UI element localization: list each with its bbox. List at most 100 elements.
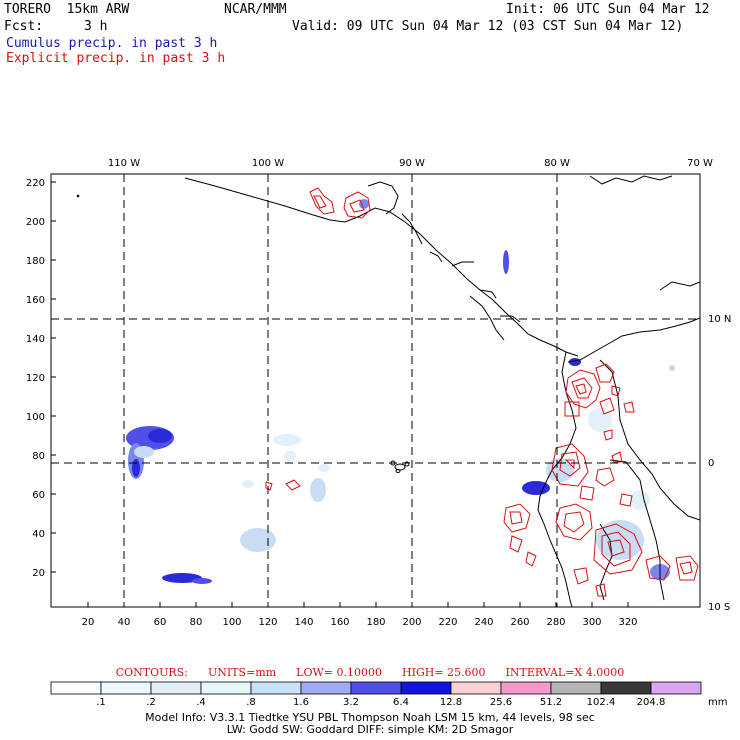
x-tick-label: 60 xyxy=(154,617,167,628)
y-tick-labels: 220 200 180 160 140 120 100 80 60 40 20 xyxy=(26,178,45,579)
colorbar-cell xyxy=(350,681,402,695)
init-time: Init: 06 UTC Sun 04 Mar 12 xyxy=(506,2,710,17)
lat-label-0: 0 xyxy=(708,458,714,469)
contour-info: CONTOURS: UNITS=mm LOW= 0.10000 HIGH= 25.60… xyxy=(0,666,740,679)
longitude-labels: 110 W 100 W 90 W 80 W 70 W xyxy=(108,158,713,169)
colorbar-label: .8 xyxy=(246,697,256,708)
colorbar-cell xyxy=(650,681,702,695)
fcst-label: Fcst: xyxy=(4,19,44,34)
cumulus-legend: Cumulus precip. in past 3 h xyxy=(6,36,218,51)
cumulus-cell xyxy=(522,481,550,495)
x-tick-label: 200 xyxy=(402,617,421,628)
cumulus-cell xyxy=(162,573,202,583)
contour-low: LOW= 0.10000 xyxy=(296,666,382,679)
lat-label-10n: 10 N xyxy=(708,314,731,325)
x-tick-marks xyxy=(87,602,629,607)
fcst-value: 3 h xyxy=(84,19,108,34)
explicit-precip-layer xyxy=(265,187,699,597)
x-tick-label: 40 xyxy=(118,617,131,628)
valid-time: Valid: 09 UTC Sun 04 Mar 12 (03 CST Sun … xyxy=(292,19,684,34)
lat-label-10s: 10 S xyxy=(708,602,730,613)
colorbar-cell xyxy=(150,681,202,695)
y-tick-label: 20 xyxy=(32,568,45,579)
x-tick-label: 280 xyxy=(546,617,565,628)
coastlines xyxy=(76,175,700,607)
x-tick-label: 240 xyxy=(474,617,493,628)
explicit-legend: Explicit precip. in past 3 h xyxy=(6,51,226,66)
cumulus-cell xyxy=(242,480,254,488)
lon-label-80w: 80 W xyxy=(544,158,570,169)
x-tick-label: 80 xyxy=(190,617,203,628)
x-tick-label: 140 xyxy=(294,617,313,628)
colorbar-cell xyxy=(200,681,252,695)
colorbar: .1 .2 .4 .8 1.6 3.2 6.4 12.8 25.6 51.2 1… xyxy=(50,681,727,708)
colorbar-cell xyxy=(50,681,102,695)
y-tick-label: 60 xyxy=(32,490,45,501)
cumulus-cell xyxy=(359,199,369,209)
y-tick-marks xyxy=(51,181,56,573)
y-tick-label: 200 xyxy=(26,217,45,228)
lon-label-70w: 70 W xyxy=(687,158,713,169)
x-tick-label: 300 xyxy=(582,617,601,628)
cumulus-cell xyxy=(588,408,612,432)
contour-interval: INTERVAL=X 4.0000 xyxy=(505,666,625,679)
x-tick-label: 120 xyxy=(258,617,277,628)
gridlines xyxy=(51,174,700,607)
cumulus-cell xyxy=(318,464,330,472)
cumulus-cell xyxy=(669,365,675,371)
colorbar-label: 1.6 xyxy=(293,697,309,708)
cumulus-cell xyxy=(132,459,140,477)
colorbar-labels: .1 .2 .4 .8 1.6 3.2 6.4 12.8 25.6 51.2 1… xyxy=(96,697,665,708)
colorbar-cell xyxy=(600,681,652,695)
colorbar-label: 25.6 xyxy=(490,697,512,708)
cumulus-cell xyxy=(148,429,172,443)
latitude-labels: 10 N 0 10 S xyxy=(708,314,731,613)
y-tick-label: 220 xyxy=(26,178,45,189)
colorbar-cell xyxy=(550,681,602,695)
x-tick-label: 160 xyxy=(330,617,349,628)
colorbar-label: 102.4 xyxy=(587,697,616,708)
x-tick-label: 20 xyxy=(82,617,95,628)
model-info-line2: LW: Godd SW: Goddard DIFF: simple KM: 2D… xyxy=(226,723,514,736)
colorbar-cell xyxy=(400,681,452,695)
x-tick-labels: 20 40 60 80 100 120 140 160 180 200 220 … xyxy=(82,617,638,628)
cumulus-cell xyxy=(192,578,212,584)
y-tick-label: 40 xyxy=(32,529,45,540)
colorbar-cell xyxy=(450,681,502,695)
y-tick-label: 140 xyxy=(26,334,45,345)
colorbar-label: .2 xyxy=(146,697,156,708)
y-tick-label: 80 xyxy=(32,451,45,462)
y-tick-label: 120 xyxy=(26,373,45,384)
cumulus-cell xyxy=(630,490,650,510)
colorbar-cells xyxy=(50,681,702,695)
y-tick-label: 160 xyxy=(26,295,45,306)
cumulus-precip-layer xyxy=(126,199,675,584)
cumulus-cell xyxy=(284,451,296,461)
colorbar-label: 12.8 xyxy=(440,697,462,708)
y-tick-label: 100 xyxy=(26,412,45,423)
contour-units: UNITS=mm xyxy=(207,666,277,679)
colorbar-cell xyxy=(500,681,552,695)
cumulus-cell xyxy=(273,434,301,446)
colorbar-label: 3.2 xyxy=(343,697,359,708)
model-title: TORERO 15km ARW xyxy=(4,2,130,17)
colorbar-cell xyxy=(100,681,152,695)
cumulus-cell xyxy=(503,250,509,274)
colorbar-cell xyxy=(250,681,302,695)
lon-label-100w: 100 W xyxy=(252,158,284,169)
colorbar-label: 204.8 xyxy=(637,697,666,708)
x-tick-label: 260 xyxy=(510,617,529,628)
contour-high: HIGH= 25.600 xyxy=(402,666,486,679)
lon-label-110w: 110 W xyxy=(108,158,140,169)
x-tick-label: 100 xyxy=(222,617,241,628)
colorbar-label: 6.4 xyxy=(393,697,409,708)
colorbar-cell xyxy=(300,681,352,695)
colorbar-label: .1 xyxy=(96,697,106,708)
colorbar-label: 51.2 xyxy=(540,697,562,708)
cumulus-cell xyxy=(240,528,276,552)
x-tick-label: 320 xyxy=(618,617,637,628)
x-tick-label: 180 xyxy=(366,617,385,628)
org-label: NCAR/MMM xyxy=(224,2,287,17)
colorbar-unit: mm xyxy=(708,697,727,708)
